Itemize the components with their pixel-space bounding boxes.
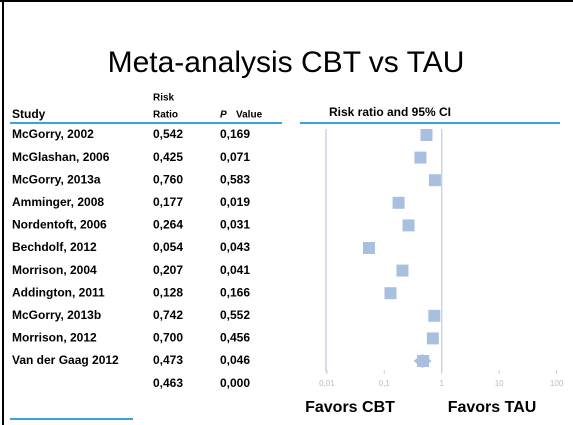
title: Meta-analysis CBT vs TAU xyxy=(108,46,465,79)
ratio-label: 0,177 xyxy=(153,195,183,209)
study-label: McGorry, 2013a xyxy=(12,172,101,186)
study-label: Nordentoft, 2006 xyxy=(12,218,107,232)
p-value-label: 0,019 xyxy=(220,195,250,209)
effect-marker xyxy=(384,287,397,300)
study-label: McGorry, 2002 xyxy=(12,127,94,141)
effect-marker xyxy=(428,174,441,187)
p-value-label: 0,041 xyxy=(220,263,250,277)
effect-marker xyxy=(396,264,409,277)
p-value-label: 0,166 xyxy=(220,285,250,299)
x-tick-label: 0,1 xyxy=(379,379,391,388)
p-value-label: 0,043 xyxy=(220,240,250,254)
plot-title: Risk ratio and 95% CI xyxy=(329,105,451,119)
annotation: Favors TAU xyxy=(448,399,537,416)
p-value-label: 0,169 xyxy=(220,127,250,141)
ratio-label: 0,742 xyxy=(153,308,183,322)
ratio-label: 0,473 xyxy=(153,353,183,367)
study-label: Addington, 2011 xyxy=(12,285,105,299)
ratio-label: 0,425 xyxy=(153,150,183,164)
pooled-diamond xyxy=(413,354,432,368)
header-ratio: Risk xyxy=(153,93,175,104)
study-label: McGlashan, 2006 xyxy=(12,150,110,164)
p-value-label: 0,583 xyxy=(220,172,250,186)
study-label: Morrison, 2012 xyxy=(12,331,97,345)
ratio-label: 0,700 xyxy=(153,331,183,345)
ratio-label: 0,760 xyxy=(153,172,183,186)
effect-marker xyxy=(414,151,427,164)
effect-marker xyxy=(402,219,415,232)
x-tick-label: 10 xyxy=(495,379,504,388)
p-value-label: 0,071 xyxy=(220,150,250,164)
header-p: Value xyxy=(236,110,263,121)
p-value-label: 0,456 xyxy=(220,331,250,345)
study-label: Amminger, 2008 xyxy=(12,195,104,209)
header-p: P xyxy=(220,110,227,121)
x-tick-label: 0,01 xyxy=(319,379,335,388)
study-label: Bechdolf, 2012 xyxy=(12,240,97,254)
effect-marker xyxy=(428,309,441,322)
effect-marker xyxy=(362,242,375,254)
x-tick-label: 1 xyxy=(440,379,445,388)
effect-marker xyxy=(420,129,433,141)
study-label: McGorry, 2013b xyxy=(12,308,101,322)
effect-marker xyxy=(426,332,439,345)
ratio-label: 0,542 xyxy=(153,127,183,141)
header-study: Study xyxy=(12,107,46,121)
header-ratio: Ratio xyxy=(153,110,178,121)
study-label: Van der Gaag 2012 xyxy=(12,353,119,367)
x-tick-label: 100 xyxy=(550,379,564,388)
p-value-label: 0,031 xyxy=(220,218,250,232)
ratio-label: 0,128 xyxy=(153,285,183,299)
effect-marker xyxy=(392,196,405,209)
ratio-label: 0,264 xyxy=(153,218,183,232)
annotation: Favors CBT xyxy=(305,399,395,416)
study-label: Morrison, 2004 xyxy=(12,263,97,277)
p-value-label: 0,000 xyxy=(220,376,250,390)
ratio-label: 0,463 xyxy=(153,376,183,390)
ratio-label: 0,054 xyxy=(153,240,183,254)
ratio-label: 0,207 xyxy=(153,263,183,277)
p-value-label: 0,552 xyxy=(220,308,250,322)
p-value-label: 0,046 xyxy=(220,353,250,367)
